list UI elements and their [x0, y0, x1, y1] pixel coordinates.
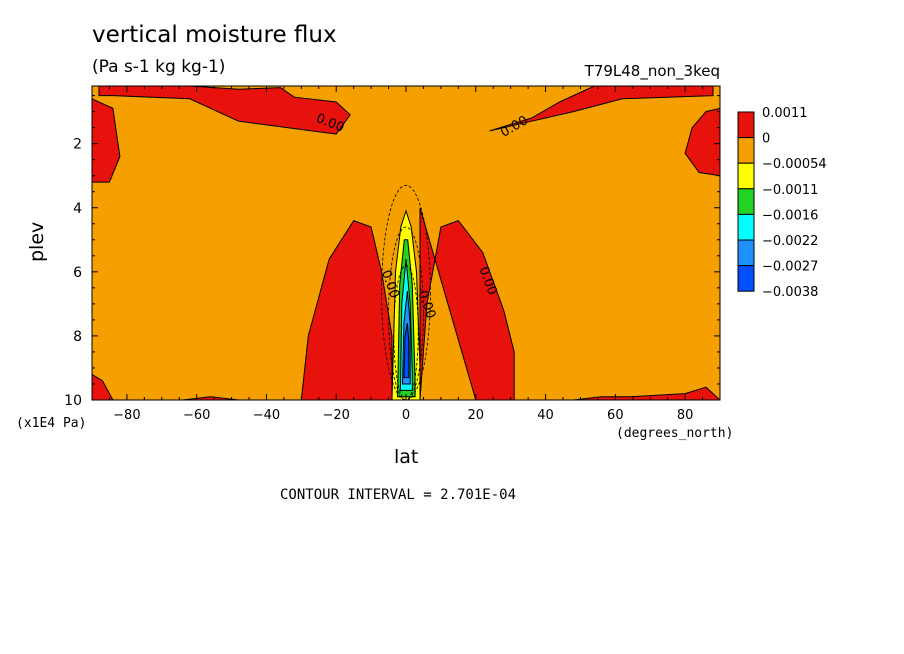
y-tick-label: 8: [73, 329, 82, 345]
x-tick-label: 80: [677, 408, 694, 423]
positive-flux-nh-upper: [489, 86, 714, 132]
positive-flux-west-edge: [92, 98, 121, 183]
legend-level-label: −0.0011: [762, 183, 818, 198]
legend-level-label: −0.0027: [762, 260, 818, 275]
negative-contour-line: [381, 184, 431, 400]
y-axis-label: plev: [26, 221, 48, 262]
x-tick-label: 60: [607, 408, 624, 423]
run-label: T79L48_non_3keq: [584, 62, 720, 80]
y-tick-label: 6: [73, 265, 82, 281]
legend-level-label: −0.0038: [762, 285, 818, 300]
x-axis-label: lat: [394, 446, 419, 468]
legend-level-label: −0.00054: [762, 157, 827, 172]
y-tick-label: 2: [73, 137, 82, 153]
legend-swatch: [737, 213, 755, 241]
positive-flux-sh-tower: [300, 219, 393, 400]
legend-swatch: [737, 265, 755, 292]
upward-flux-core-deep: [403, 323, 410, 379]
positive-flux-nh-tower: [419, 207, 515, 400]
legend-swatch: [737, 162, 755, 190]
legend-level-label: −0.0016: [762, 208, 818, 223]
x-tick-label: −20: [323, 408, 350, 423]
x-tick-label: −40: [253, 408, 280, 423]
positive-flux-sfc-south: [92, 373, 114, 400]
y-tick-label: 4: [73, 201, 82, 217]
chart-title: vertical moisture flux: [92, 22, 337, 48]
legend-swatch: [737, 111, 755, 139]
positive-flux-sh-upper: [98, 86, 351, 135]
y-axis-unit: (x1E4 Pa): [16, 416, 87, 431]
x-tick-label: −60: [183, 408, 210, 423]
legend-swatch: [737, 188, 755, 215]
legend-swatch: [737, 137, 755, 164]
y-tick-label: 10: [64, 393, 82, 409]
x-tick-label: 40: [537, 408, 554, 423]
negative-contour-line: [388, 226, 424, 400]
x-tick-label: −80: [113, 408, 140, 423]
legend-level-label: 0: [762, 132, 770, 147]
positive-flux-east-edge: [684, 107, 720, 177]
x-tick-label: 20: [468, 408, 485, 423]
positive-flux-sfc-north: [573, 386, 720, 400]
chart-units: (Pa s-1 kg kg-1): [92, 57, 226, 77]
x-axis-unit: (degrees_north): [616, 426, 734, 441]
negative-contour-line: [393, 265, 419, 400]
legend-level-label: −0.0022: [762, 234, 818, 249]
legend-level-label: 0.0011: [762, 106, 808, 121]
contour-interval-note: CONTOUR INTERVAL = 2.701E-04: [280, 487, 517, 503]
x-tick-label: 0: [402, 408, 410, 423]
legend-swatch: [737, 239, 755, 267]
